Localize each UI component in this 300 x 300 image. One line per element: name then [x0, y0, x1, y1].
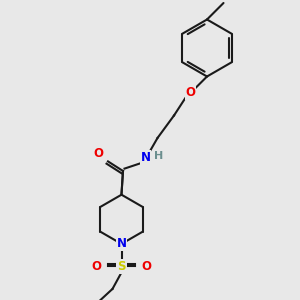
- Text: O: O: [92, 260, 102, 273]
- Text: S: S: [117, 260, 126, 273]
- Text: N: N: [140, 151, 151, 164]
- Text: O: O: [93, 147, 103, 161]
- Text: O: O: [185, 86, 196, 100]
- Text: H: H: [154, 151, 164, 161]
- Text: N: N: [116, 237, 127, 250]
- Text: O: O: [141, 260, 152, 273]
